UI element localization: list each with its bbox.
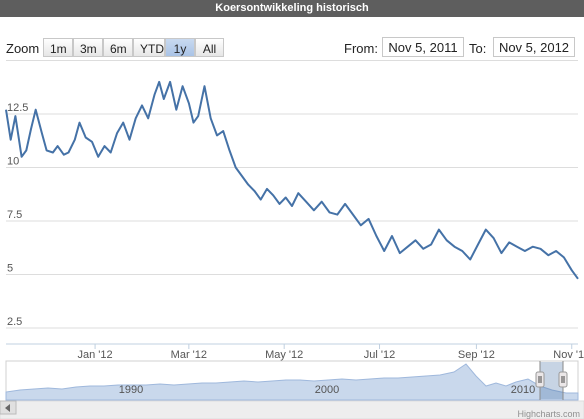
navigator[interactable]: 1990 2000 2010 bbox=[5, 360, 579, 401]
y-tick-label: 5 bbox=[7, 263, 13, 275]
chart-title: Koersontwikkeling historisch bbox=[0, 0, 584, 17]
x-tick-label: Nov '12 bbox=[553, 349, 584, 361]
to-date-input[interactable]: Nov 5, 2012 bbox=[493, 37, 575, 57]
zoom-button-1y[interactable]: 1y bbox=[165, 38, 195, 57]
navigator-year-2010: 2010 bbox=[511, 384, 535, 396]
navigator-area bbox=[5, 363, 579, 401]
navigator-year-2000: 2000 bbox=[315, 384, 339, 396]
navigator-left-handle[interactable] bbox=[535, 371, 545, 388]
y-tick-label: 10 bbox=[7, 156, 19, 168]
from-label: From: bbox=[344, 41, 378, 56]
from-date-input[interactable]: Nov 5, 2011 bbox=[382, 37, 464, 57]
navigator-selected-range[interactable] bbox=[540, 362, 563, 399]
zoom-button-all[interactable]: All bbox=[195, 38, 224, 57]
credits[interactable]: Highcharts.com bbox=[517, 409, 580, 419]
y-tick-label: 2.5 bbox=[7, 316, 22, 328]
y-tick-label: 7.5 bbox=[7, 209, 22, 221]
x-tick-label: Sep '12 bbox=[458, 349, 495, 361]
scrollbar[interactable] bbox=[0, 400, 584, 419]
x-tick-label: Mar '12 bbox=[171, 349, 207, 361]
scrollbar-track[interactable] bbox=[0, 400, 584, 419]
zoom-button-ytd[interactable]: YTD bbox=[133, 38, 165, 57]
zoom-button-3m[interactable]: 3m bbox=[73, 38, 103, 57]
x-tick-label: Jul '12 bbox=[364, 349, 395, 361]
navigator-right-handle[interactable] bbox=[558, 371, 568, 388]
navigator-year-1990: 1990 bbox=[119, 384, 143, 396]
zoom-button-6m[interactable]: 6m bbox=[103, 38, 133, 57]
x-tick-label: May '12 bbox=[265, 349, 303, 361]
price-line bbox=[5, 80, 579, 280]
y-tick-label: 12.5 bbox=[7, 102, 28, 114]
zoom-label: Zoom bbox=[6, 41, 40, 56]
x-tick-label: Jan '12 bbox=[78, 349, 113, 361]
to-label: To: bbox=[469, 41, 487, 56]
zoom-button-1m[interactable]: 1m bbox=[43, 38, 73, 57]
arrow-left-icon bbox=[5, 404, 10, 412]
